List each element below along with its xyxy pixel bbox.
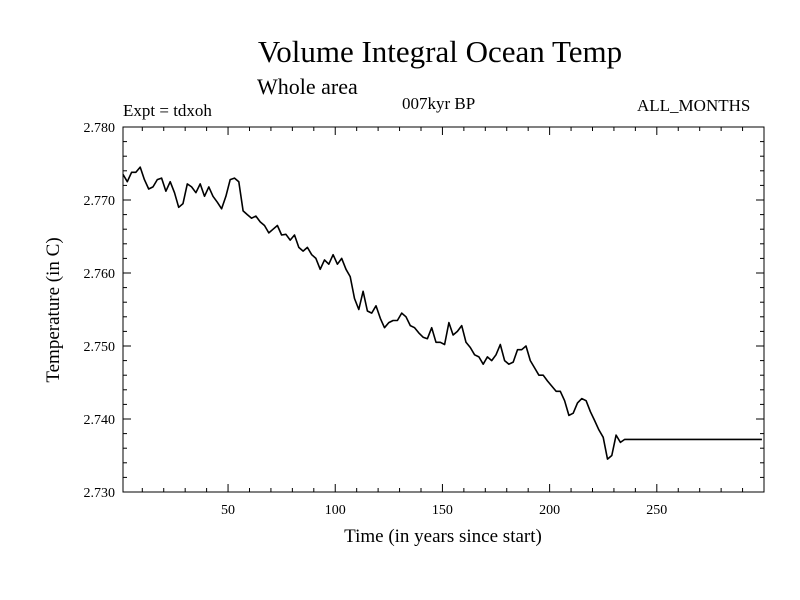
period-label: 007kyr BP xyxy=(402,94,476,113)
y-axis-label: Temperature (in C) xyxy=(43,237,64,382)
y-tick-label: 2.760 xyxy=(84,267,116,282)
x-axis-label: Time (in years since start) xyxy=(344,526,542,547)
experiment-label: Expt = tdxoh xyxy=(123,101,212,120)
y-tick-label: 2.750 xyxy=(84,340,116,355)
x-tick-label: 200 xyxy=(539,503,560,518)
y-tick-label: 2.730 xyxy=(84,486,116,501)
months-label: ALL_MONTHS xyxy=(637,96,751,115)
chart-title: Volume Integral Ocean Temp xyxy=(257,34,623,69)
y-tick-label: 2.780 xyxy=(84,121,116,136)
series-line xyxy=(122,166,762,460)
x-tick-label: 250 xyxy=(646,503,667,518)
x-tick-label: 150 xyxy=(432,503,453,518)
x-tick-label: 50 xyxy=(221,503,235,518)
y-tick-label: 2.770 xyxy=(84,194,116,209)
plot-frame xyxy=(122,126,765,493)
y-tick-label: 2.740 xyxy=(84,413,116,428)
axis-ticks xyxy=(123,127,764,492)
axis-tick-labels: 50 100 150 200 250 2.730 2.740 2.750 2.760 2.770 2… xyxy=(84,121,668,518)
x-tick-label: 100 xyxy=(325,503,346,518)
chart-subtitle: Whole area xyxy=(257,74,358,99)
